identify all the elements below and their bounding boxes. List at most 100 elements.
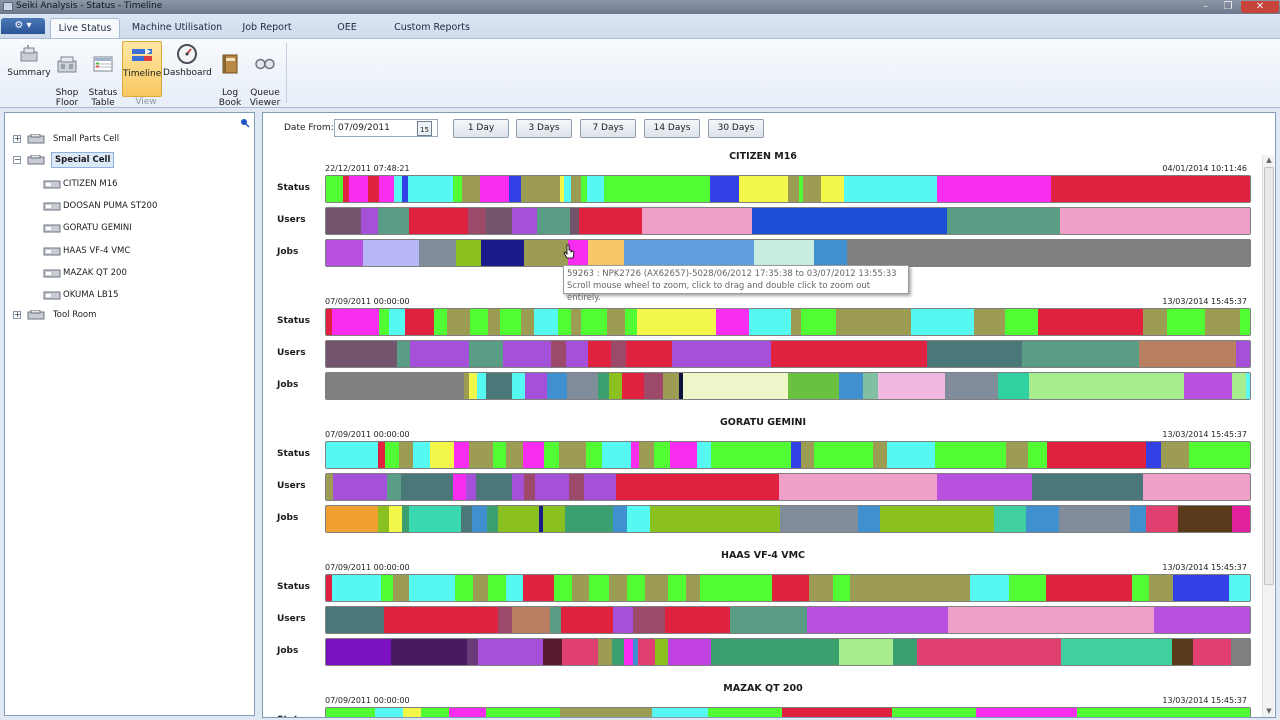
timeline-segment[interactable] [377,208,410,234]
timeline-segment[interactable] [392,575,409,601]
timeline-segment[interactable] [326,341,334,367]
timeline-segment[interactable] [872,442,888,468]
timeline-segment[interactable] [1188,442,1250,468]
timeline-segment[interactable] [664,607,730,633]
timeline-segment[interactable] [1058,506,1130,532]
timeline-segment[interactable] [326,474,334,500]
timeline-segment[interactable] [542,506,565,532]
timeline-segment[interactable] [326,708,375,717]
timeline-segment[interactable] [649,506,780,532]
timeline-segment[interactable] [466,474,476,500]
timeline-segment[interactable] [326,639,391,665]
timeline-segment[interactable] [533,309,559,335]
timeline-segment[interactable] [562,639,598,665]
timeline-segment[interactable] [1027,607,1133,633]
timeline-segment[interactable] [861,607,949,633]
timeline-segment[interactable] [497,607,513,633]
timeline-segment[interactable] [560,176,564,202]
timeline-segment[interactable] [892,708,976,717]
timeline-segment[interactable] [749,309,791,335]
timeline-segment[interactable] [396,341,410,367]
timeline-segment[interactable] [333,341,397,367]
timeline-segment[interactable] [485,373,512,399]
timeline-segment[interactable] [419,240,457,266]
timeline-segment[interactable] [571,575,590,601]
timeline-segment[interactable] [430,442,454,468]
timeline-segment[interactable] [1046,575,1132,601]
timeline-segment[interactable] [697,442,711,468]
timeline-segment[interactable] [377,442,386,468]
timeline-segment[interactable] [461,176,481,202]
timeline-segment[interactable] [839,373,863,399]
summary-button[interactable]: Summary [6,41,52,97]
timeline-segment[interactable] [524,373,547,399]
timeline-segment[interactable] [935,442,1007,468]
timeline-segment[interactable] [879,506,995,532]
timeline-button[interactable]: Timeline [122,41,162,97]
timeline-segment[interactable] [505,575,524,601]
timeline-segment[interactable] [568,474,584,500]
timeline-segment[interactable] [887,442,936,468]
timeline-segment[interactable] [770,341,831,367]
timeline-segment[interactable] [453,442,470,468]
timeline-segment[interactable] [326,176,344,202]
timeline-segment[interactable] [405,309,435,335]
timeline-segment[interactable] [379,176,395,202]
timeline-segment[interactable] [1232,506,1250,532]
timeline-segment[interactable] [523,240,569,266]
timeline-segment[interactable] [751,208,826,234]
timeline-segment[interactable] [326,442,378,468]
timeline-segment[interactable] [632,639,639,665]
timeline-segment[interactable] [893,639,918,665]
timeline-segment[interactable] [840,474,938,500]
timeline-segment[interactable] [476,373,486,399]
timeline-segment[interactable] [1006,442,1028,468]
timeline-segment[interactable] [998,373,1030,399]
timeline-segment[interactable] [638,442,655,468]
timeline-segment[interactable] [844,176,938,202]
timeline-segment[interactable] [927,341,1023,367]
timeline-segment[interactable] [717,575,773,601]
timeline-segment[interactable] [551,341,567,367]
timeline-segment[interactable] [1173,575,1229,601]
timeline-segment[interactable] [1022,341,1140,367]
timeline-segment[interactable] [800,309,837,335]
timeline-segment[interactable] [408,176,453,202]
status-table-button[interactable]: Status Table [86,41,120,108]
timeline-segment[interactable] [443,607,498,633]
timeline-segment[interactable] [781,708,893,717]
timeline-segment[interactable] [384,607,444,633]
timeline-segment[interactable] [409,506,462,532]
timeline-segment[interactable] [597,639,613,665]
queue-viewer-button[interactable]: Queue Viewer [248,41,282,108]
jobs-timeline-bar[interactable] [325,239,1251,267]
timeline-segment[interactable] [569,208,579,234]
timeline-segment[interactable] [409,208,468,234]
timeline-segment[interactable] [478,639,511,665]
timeline-segment[interactable] [453,474,467,500]
timeline-segment[interactable] [1145,442,1162,468]
tab-job-report[interactable]: Job Report [242,22,292,33]
timeline-segment[interactable] [467,208,487,234]
timeline-segment[interactable] [806,607,862,633]
timeline-segment[interactable] [813,240,848,266]
timeline-segment[interactable] [682,373,788,399]
status-timeline-bar[interactable] [325,441,1251,469]
timeline-segment[interactable] [588,240,624,266]
timeline-segment[interactable] [1230,639,1250,665]
timeline-segment[interactable] [402,708,422,717]
timeline-segment[interactable] [326,240,363,266]
timeline-segment[interactable] [603,176,710,202]
timeline-segment[interactable] [1142,474,1250,500]
jobs-timeline-bar[interactable] [325,505,1251,533]
timeline-segment[interactable] [378,506,390,532]
timeline-segment[interactable] [1146,506,1179,532]
timeline-segment[interactable] [1132,607,1154,633]
timeline-segment[interactable] [1026,506,1059,532]
range-30-days-button[interactable]: 30 Days [708,119,764,138]
timeline-segment[interactable] [606,309,626,335]
timeline-segment[interactable] [970,575,1010,601]
timeline-segment[interactable] [1032,474,1143,500]
timeline-segment[interactable] [511,474,525,500]
log-book-button[interactable]: Log Book [214,41,246,108]
